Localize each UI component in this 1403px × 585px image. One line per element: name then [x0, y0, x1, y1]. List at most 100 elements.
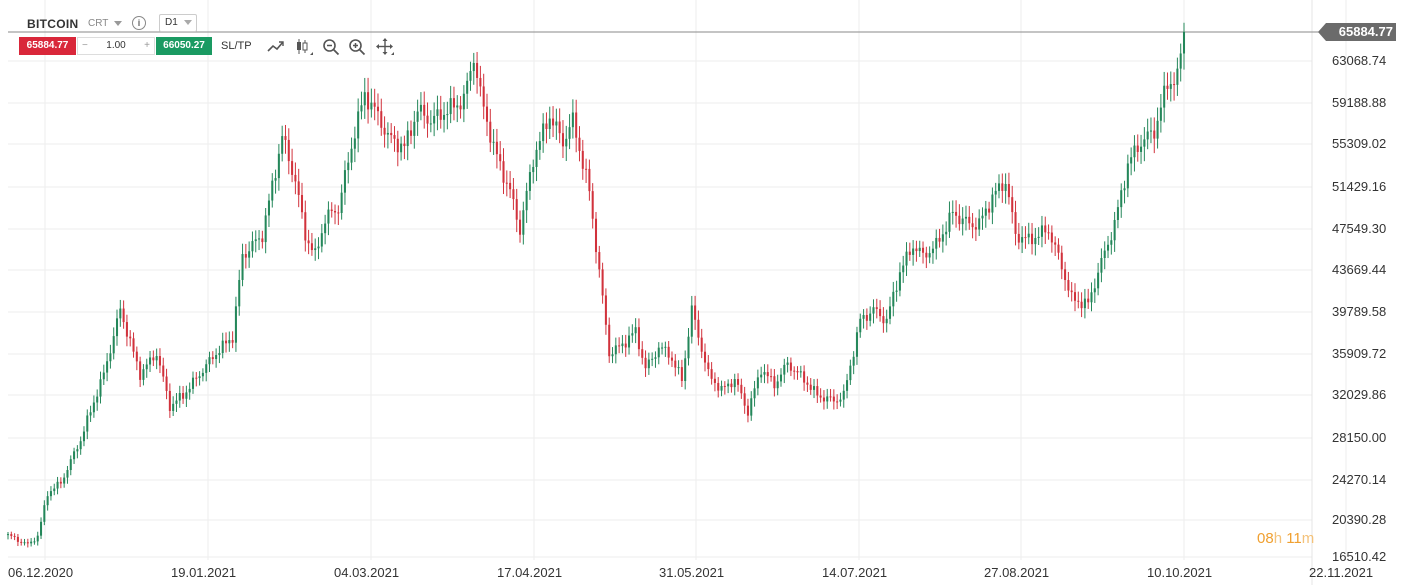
candle-body — [598, 252, 601, 270]
candle-body — [201, 372, 204, 377]
candle-body — [231, 340, 234, 343]
candle-body — [1021, 237, 1024, 243]
price-tick-label: 63068.74 — [1332, 53, 1387, 68]
candle-body — [360, 105, 363, 112]
candle-body — [46, 496, 49, 506]
candle-body — [628, 335, 631, 348]
candle-body — [793, 370, 796, 372]
candle-body — [727, 383, 730, 387]
candle-body — [733, 379, 736, 388]
candle-body — [575, 112, 578, 138]
instrument-type[interactable]: CRT — [88, 18, 109, 29]
candle-body — [753, 388, 756, 399]
candle-body — [271, 180, 274, 201]
candle-body — [1017, 233, 1020, 243]
candle-body — [770, 376, 773, 378]
candle-body — [489, 121, 492, 143]
candle-body — [968, 216, 971, 224]
sell-button[interactable]: 65884.77 — [19, 37, 76, 55]
candle-body — [882, 316, 885, 324]
move-icon[interactable] — [376, 38, 394, 56]
date-tick-label: 14.07.2021 — [822, 565, 888, 580]
candle-body — [1070, 290, 1073, 293]
volume-value[interactable]: 1.00 — [106, 40, 126, 51]
candle-body — [251, 241, 254, 252]
candle-body — [122, 308, 125, 323]
buy-button[interactable]: 66050.27 — [156, 37, 212, 55]
candle-body — [737, 379, 740, 385]
candle-body — [509, 182, 512, 190]
candle-body — [476, 62, 479, 78]
candle-body — [287, 139, 290, 162]
candle-body — [1176, 68, 1179, 85]
candle-body — [396, 138, 399, 153]
price-tick-label: 59188.88 — [1332, 95, 1387, 110]
volume-stepper[interactable]: − 1.00 + — [77, 37, 155, 55]
candle-body — [1080, 301, 1083, 309]
candle-body — [806, 382, 809, 385]
candle-body — [941, 234, 944, 242]
date-tick-label: 10.10.2021 — [1147, 565, 1213, 580]
candle-body — [102, 372, 105, 380]
candle-body — [522, 210, 525, 235]
candle-body — [264, 215, 267, 243]
candle-body — [773, 376, 776, 389]
candle-body — [449, 98, 452, 115]
candle-body — [178, 393, 181, 401]
candle-body — [254, 239, 257, 242]
candle-body — [687, 336, 690, 359]
candle-body — [357, 111, 360, 139]
candle-body — [327, 209, 330, 224]
candle-body — [462, 93, 465, 110]
line-chart-icon[interactable] — [267, 38, 285, 56]
candle-body — [499, 154, 502, 162]
candle-body — [964, 216, 968, 219]
decrease-volume-button[interactable]: − — [82, 40, 88, 51]
candle-body — [82, 431, 86, 442]
sltp-button[interactable]: SL/TP — [221, 40, 252, 52]
candle-body — [809, 384, 812, 390]
candle-body — [1163, 85, 1166, 108]
candle-body — [155, 356, 158, 361]
candle-body — [26, 542, 29, 544]
candle-body — [829, 396, 832, 398]
candle-body — [23, 542, 26, 544]
candle-body — [310, 243, 313, 251]
candlestick-icon[interactable] — [295, 38, 313, 56]
zoom-out-icon[interactable] — [322, 38, 340, 56]
chevron-down-icon[interactable] — [114, 21, 122, 26]
candle-body — [49, 491, 52, 497]
candle-body — [618, 345, 621, 347]
candle-body — [1113, 219, 1116, 241]
candle-body — [591, 191, 594, 219]
candle-body — [1087, 298, 1090, 303]
candle-body — [158, 356, 161, 366]
candle-body — [670, 357, 674, 361]
timeframe-select[interactable]: D1 — [159, 14, 197, 32]
candle-body — [215, 355, 218, 360]
candle-body — [224, 340, 228, 344]
candle-body — [446, 114, 449, 116]
increase-volume-button[interactable]: + — [144, 40, 150, 51]
candle-body — [304, 212, 307, 241]
candle-body — [1097, 272, 1100, 289]
candle-body — [347, 162, 350, 171]
candle-body — [799, 371, 802, 373]
symbol-name[interactable]: BITCOIN — [27, 17, 79, 31]
info-icon[interactable]: i — [132, 16, 146, 30]
candle-body — [238, 279, 241, 307]
candle-body — [766, 372, 769, 377]
candle-body — [1011, 197, 1014, 213]
candle-body — [1140, 146, 1143, 152]
candle-body — [53, 488, 56, 492]
candle-body — [664, 346, 667, 348]
zoom-in-icon[interactable] — [348, 38, 366, 56]
candle-body — [945, 231, 948, 235]
candle-body — [314, 248, 317, 251]
candle-body — [661, 347, 664, 349]
candle-body — [1044, 225, 1047, 233]
candle-body — [641, 349, 644, 358]
candle-body — [723, 385, 726, 387]
candle-body — [677, 367, 680, 369]
